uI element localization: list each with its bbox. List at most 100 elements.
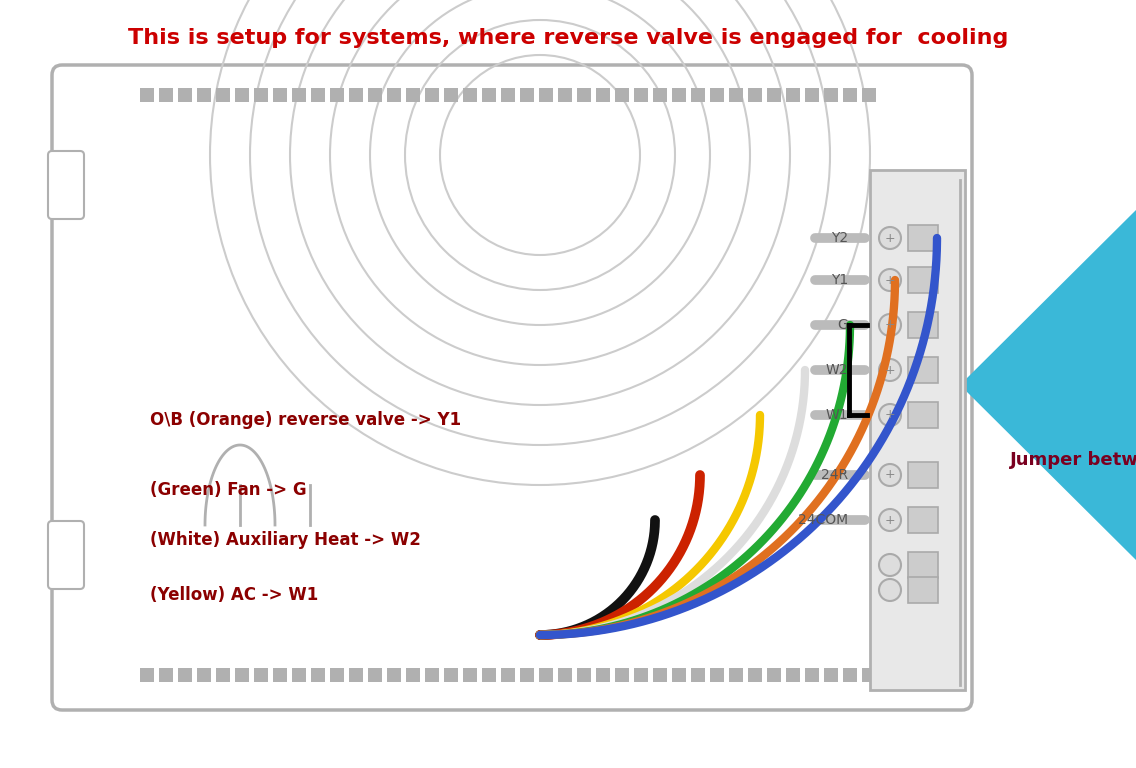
Bar [908,357,938,383]
Bar [501,88,515,102]
Bar [747,668,762,682]
Bar [908,402,938,428]
Text: (Green) Fan -> G: (Green) Fan -> G [150,481,307,499]
Text: +: + [885,514,895,527]
Text: O\B (Orange) reverse valve -> Y1: O\B (Orange) reverse valve -> Y1 [150,411,461,429]
Circle shape [879,579,901,601]
Text: This is setup for systems, where reverse valve is engaged for  cooling: This is setup for systems, where reverse… [128,28,1008,48]
Bar [710,668,724,682]
Bar [908,552,938,578]
Bar [216,668,229,682]
Bar [140,668,154,682]
Bar [235,668,249,682]
Bar [805,668,819,682]
Circle shape [879,269,901,291]
Text: +: + [885,319,895,332]
Bar [824,88,838,102]
Text: Y1: Y1 [830,273,847,287]
Bar [520,668,534,682]
Circle shape [879,464,901,486]
Bar [673,88,686,102]
Bar [908,507,938,533]
Circle shape [879,359,901,381]
Bar [178,88,192,102]
Bar [349,88,364,102]
Bar [634,668,648,682]
Bar [311,668,325,682]
Bar [596,88,610,102]
Bar [197,88,211,102]
Bar [311,88,325,102]
Bar [235,88,249,102]
Bar [273,668,287,682]
Bar [329,88,344,102]
Text: 24R: 24R [821,468,847,482]
Bar [197,668,211,682]
Bar [710,88,724,102]
Circle shape [879,314,901,336]
FancyBboxPatch shape [48,521,84,589]
Bar [387,88,401,102]
Bar [729,88,743,102]
Text: Y2: Y2 [830,231,847,245]
Bar [406,668,420,682]
Text: W1: W1 [826,408,847,422]
Bar [843,88,857,102]
Bar [273,88,287,102]
Bar [216,88,229,102]
Bar [653,668,667,682]
Bar [805,88,819,102]
Bar [254,88,268,102]
Bar [178,668,192,682]
Bar [862,668,876,682]
Bar [673,668,686,682]
Text: G: G [837,318,847,332]
Bar [538,668,553,682]
Bar [501,668,515,682]
Bar [870,170,964,690]
Bar [843,668,857,682]
FancyBboxPatch shape [52,65,972,710]
Bar [691,88,705,102]
Bar [908,577,938,603]
Bar [767,88,782,102]
Polygon shape [960,210,1136,560]
Circle shape [879,509,901,531]
Text: (White) Auxiliary Heat -> W2: (White) Auxiliary Heat -> W2 [150,531,420,549]
Bar [908,462,938,488]
Bar [444,88,458,102]
Text: 24COM: 24COM [797,513,847,527]
Bar [558,668,573,682]
Bar [729,668,743,682]
Bar [425,668,438,682]
Bar [615,668,629,682]
FancyBboxPatch shape [48,151,84,219]
Bar [520,88,534,102]
Bar [577,668,591,682]
Bar [463,88,477,102]
Bar [159,668,173,682]
Bar [653,88,667,102]
Bar [767,668,782,682]
Bar [615,88,629,102]
Circle shape [879,227,901,249]
Bar [691,668,705,682]
Bar [908,225,938,251]
Bar [908,312,938,338]
Bar [425,88,438,102]
Bar [634,88,648,102]
Bar [463,668,477,682]
Bar [444,668,458,682]
Circle shape [879,554,901,576]
Text: +: + [885,363,895,376]
Text: +: + [885,231,895,244]
Bar [786,88,800,102]
Bar [368,668,382,682]
Text: +: + [885,409,895,422]
Text: W2: W2 [826,363,847,377]
Bar [387,668,401,682]
Bar [329,668,344,682]
Bar [292,668,306,682]
Bar [482,668,496,682]
Bar [254,668,268,682]
